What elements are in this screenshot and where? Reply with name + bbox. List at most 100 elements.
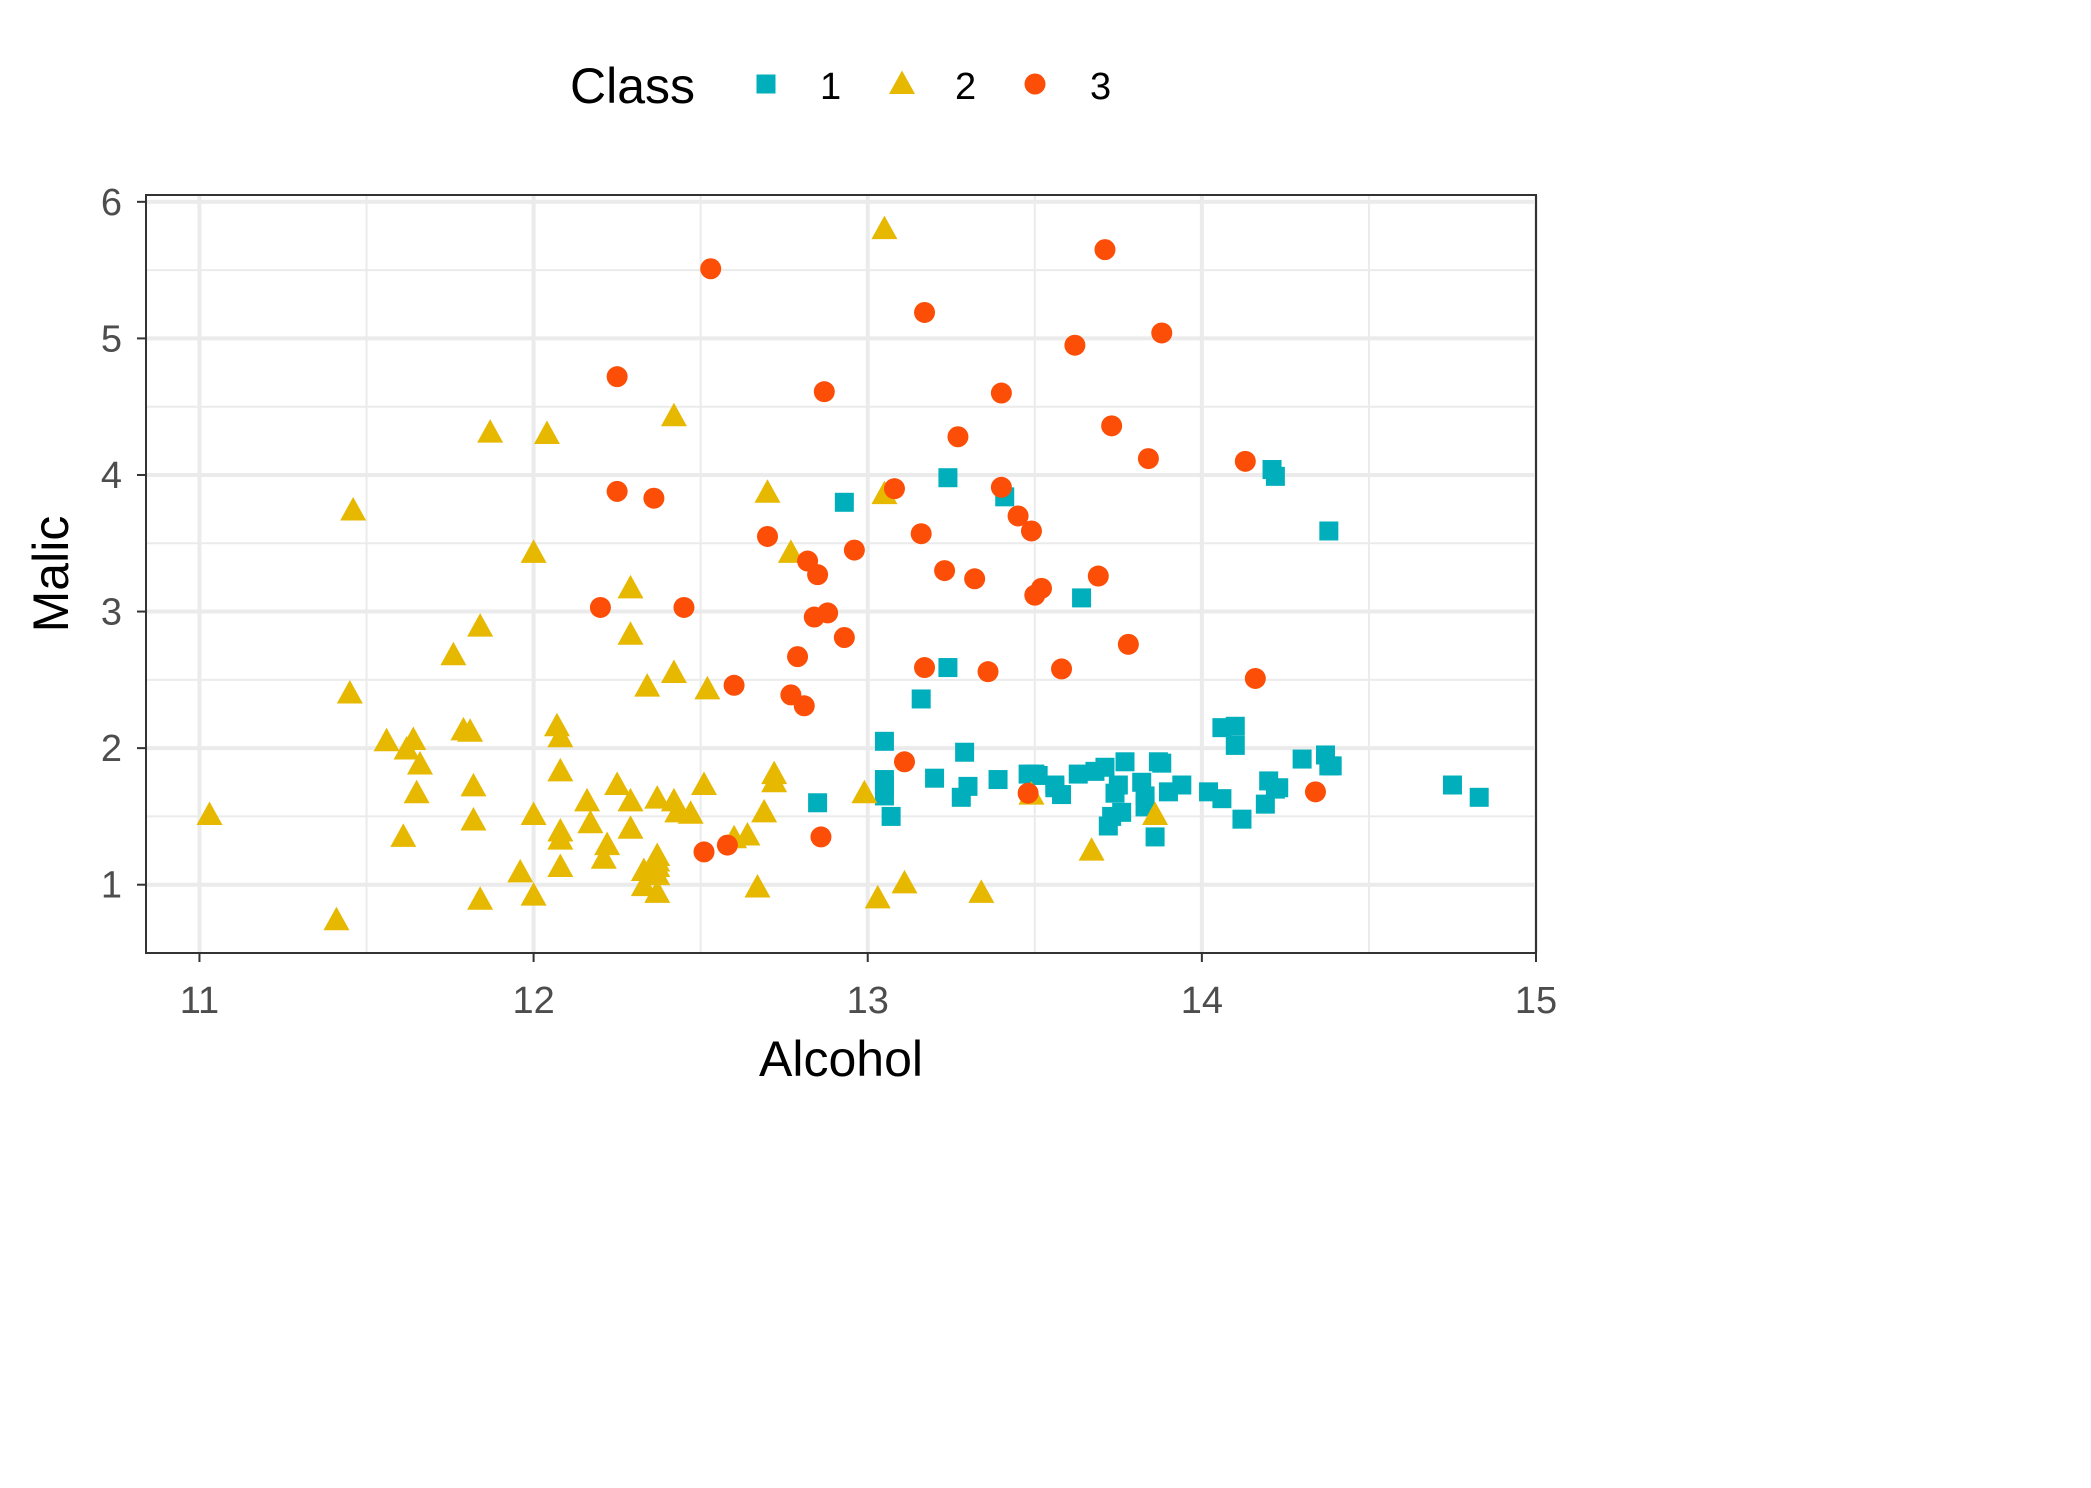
data-point-class-2 [460, 807, 487, 831]
data-point-class-3 [1087, 565, 1109, 587]
data-point-class-3 [893, 751, 915, 773]
data-point-class-2 [520, 882, 547, 906]
data-point-class-2 [323, 906, 350, 931]
data-point-class-3 [673, 596, 695, 618]
legend-key-class-2 [889, 70, 915, 94]
data-points [196, 215, 1489, 931]
data-point-class-2 [634, 673, 661, 697]
data-point-class-2 [777, 539, 804, 563]
data-point-class-2 [403, 779, 430, 804]
data-point-class-3 [914, 301, 936, 323]
data-point-class-3 [1151, 322, 1173, 344]
data-point-class-2 [547, 817, 574, 842]
y-tick-label: 1 [101, 865, 122, 907]
data-point-class-1 [834, 492, 854, 512]
data-point-class-3 [990, 476, 1012, 498]
data-point-class-2 [644, 879, 671, 903]
data-point-class-1 [1319, 521, 1339, 541]
data-point-class-1 [874, 731, 894, 751]
data-point-class-1 [988, 770, 1008, 790]
data-point-class-2 [590, 845, 617, 869]
data-point-class-2 [196, 801, 223, 826]
data-point-class-2 [891, 869, 918, 894]
data-point-class-1 [1442, 775, 1462, 795]
data-point-class-2 [761, 768, 788, 793]
data-point-class-2 [520, 539, 547, 563]
data-point-class-3 [990, 382, 1012, 404]
data-point-class-1 [1225, 716, 1245, 736]
data-point-class-1 [1172, 775, 1192, 795]
data-point-class-1 [1072, 588, 1092, 608]
data-point-class-1 [1098, 816, 1118, 836]
data-point-class-3 [787, 646, 809, 668]
data-point-class-2 [594, 831, 621, 856]
data-point-class-2 [664, 798, 691, 823]
legend-label-class-1: 1 [820, 66, 841, 108]
data-point-class-2 [440, 641, 467, 666]
data-point-class-1 [1265, 779, 1285, 799]
data-point-class-1 [1068, 764, 1088, 784]
data-point-class-2 [547, 853, 574, 877]
data-point-class-1 [1085, 761, 1105, 781]
data-point-class-2 [467, 886, 494, 910]
data-point-class-3 [797, 550, 819, 572]
data-point-class-1 [1232, 809, 1252, 829]
data-point-class-3 [716, 834, 738, 856]
data-point-class-2 [543, 712, 570, 737]
y-tick-label: 3 [101, 592, 122, 634]
data-point-class-1 [1292, 749, 1312, 769]
data-point-class-2 [644, 847, 671, 872]
data-point-class-2 [617, 574, 644, 599]
x-tick-label: 11 [180, 980, 219, 1022]
data-point-class-2 [630, 872, 657, 897]
data-point-class-1 [1469, 787, 1489, 807]
data-point-class-2 [744, 873, 771, 898]
data-point-class-2 [373, 727, 400, 752]
y-tick-label: 6 [101, 182, 122, 224]
data-point-class-1 [1045, 775, 1065, 795]
data-point-class-1 [938, 468, 958, 488]
data-point-class-2 [574, 787, 601, 812]
data-point-class-1 [808, 793, 828, 813]
x-tick-label: 15 [1515, 980, 1557, 1022]
data-point-class-2 [968, 879, 995, 903]
data-point-class-1 [1115, 752, 1135, 772]
data-point-class-3 [810, 826, 832, 848]
data-point-class-3 [700, 258, 722, 280]
data-point-class-3 [977, 661, 999, 683]
legend-label-class-2: 2 [955, 66, 976, 108]
data-point-class-2 [336, 680, 363, 704]
y-axis-title: Malic [23, 516, 79, 633]
data-point-class-2 [754, 479, 781, 503]
plot-border [145, 194, 1537, 954]
data-point-class-1 [874, 775, 894, 795]
y-tick-label: 2 [101, 728, 122, 770]
data-point-class-2 [851, 779, 878, 804]
data-point-class-3 [756, 525, 778, 547]
data-point-class-2 [617, 815, 644, 839]
series-class-2 [196, 215, 1169, 931]
data-point-class-3 [780, 684, 802, 706]
x-tick-label: 12 [512, 980, 554, 1022]
data-point-class-1 [951, 787, 971, 807]
data-point-class-2 [1142, 801, 1169, 826]
data-point-class-2 [660, 659, 687, 684]
data-point-class-3 [843, 539, 865, 561]
data-point-class-2 [751, 798, 778, 823]
data-point-class-2 [864, 884, 891, 909]
data-point-class-3 [964, 568, 986, 590]
data-point-class-1 [1105, 783, 1125, 803]
data-point-class-1 [1225, 735, 1245, 755]
data-point-class-2 [617, 787, 644, 812]
data-point-class-2 [604, 771, 631, 796]
data-point-class-1 [1145, 827, 1165, 847]
data-point-class-1 [911, 689, 931, 709]
data-point-class-2 [507, 858, 534, 883]
data-point-class-3 [813, 381, 835, 403]
data-point-class-3 [910, 523, 932, 545]
data-point-class-2 [477, 419, 504, 443]
data-point-class-2 [460, 772, 487, 797]
data-point-class-3 [606, 480, 628, 502]
data-point-class-3 [1137, 448, 1159, 470]
